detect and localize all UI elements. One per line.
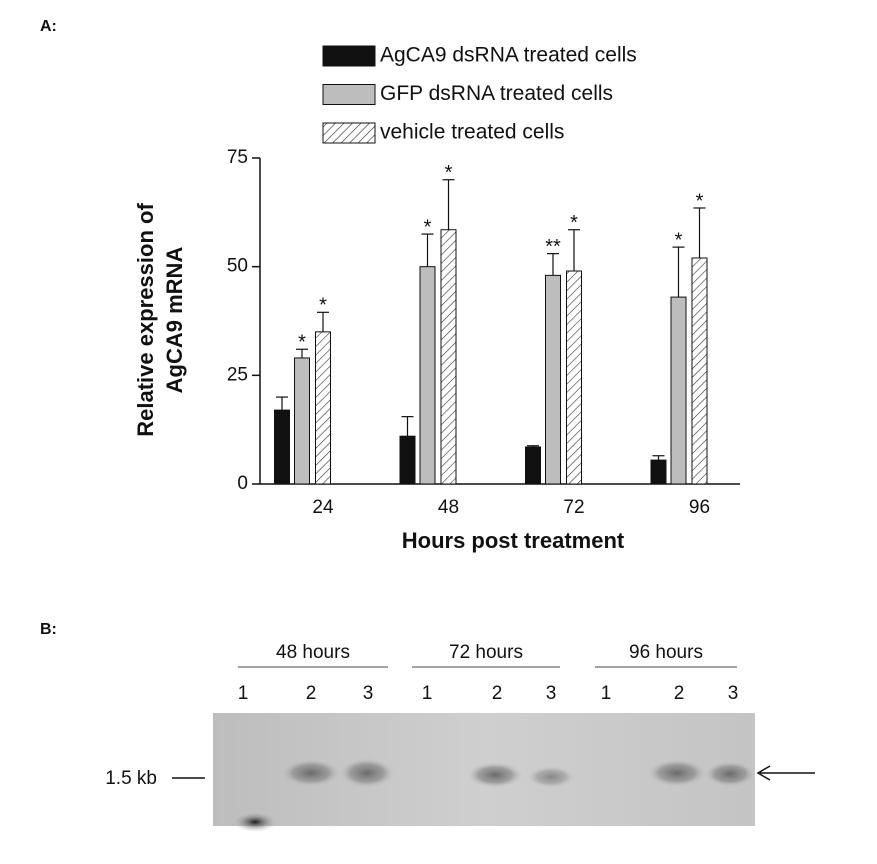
legend-label: GFP dsRNA treated cells — [380, 82, 613, 105]
panel-label: B: — [40, 621, 57, 638]
lane-label: 1 — [601, 683, 612, 704]
y-axis-title: Relative expression of — [133, 203, 158, 437]
group-label: 72 hours — [449, 642, 523, 663]
legend-label: vehicle treated cells — [380, 121, 564, 144]
bar — [525, 446, 541, 485]
lane-label: 1 — [422, 683, 433, 704]
significance: * — [570, 212, 578, 234]
bar — [315, 331, 331, 485]
x-axis-title: Hours post treatment — [402, 528, 625, 553]
y-tick-label: 50 — [227, 256, 248, 277]
significance: * — [319, 295, 327, 317]
bar — [399, 435, 416, 485]
lane-label: 2 — [492, 683, 503, 704]
group-label: 96 hours — [629, 642, 703, 663]
bar — [294, 357, 310, 485]
x-tick-label: 48 — [438, 497, 459, 518]
lane-label: 2 — [306, 683, 317, 704]
legend-swatch — [322, 45, 376, 67]
significance: ** — [545, 236, 561, 258]
bar — [419, 266, 436, 485]
bar — [566, 270, 582, 485]
bar — [440, 229, 457, 485]
legend-label: AgCA9 dsRNA treated cells — [380, 44, 637, 67]
y-tick-label: 0 — [237, 473, 248, 494]
lane-label: 1 — [238, 683, 249, 704]
legend-swatch — [322, 122, 376, 144]
lane-label: 2 — [674, 683, 685, 704]
y-tick-label: 75 — [227, 147, 248, 168]
blot-image — [213, 713, 756, 832]
x-tick-label: 24 — [312, 497, 334, 518]
bar — [691, 257, 708, 485]
bar — [650, 459, 667, 485]
lane-label: 3 — [363, 683, 374, 704]
legend-swatch — [322, 84, 376, 105]
bar — [670, 296, 687, 485]
y-axis-title: AgCA9 mRNA — [162, 247, 187, 394]
bar — [274, 409, 290, 485]
lane-label: 3 — [546, 683, 557, 704]
x-tick-label: 96 — [689, 497, 710, 518]
y-tick-label: 25 — [227, 364, 248, 385]
panel-label: A: — [40, 18, 57, 35]
bar — [545, 274, 561, 485]
arrow-head — [756, 765, 771, 781]
lane-label: 3 — [728, 683, 739, 704]
x-tick-label: 72 — [563, 497, 584, 518]
marker-label: 1.5 kb — [105, 768, 157, 789]
significance: * — [424, 216, 432, 238]
significance: * — [696, 190, 704, 212]
significance: * — [445, 162, 453, 184]
significance: * — [298, 332, 306, 354]
significance: * — [675, 229, 683, 251]
group-label: 48 hours — [276, 642, 350, 663]
